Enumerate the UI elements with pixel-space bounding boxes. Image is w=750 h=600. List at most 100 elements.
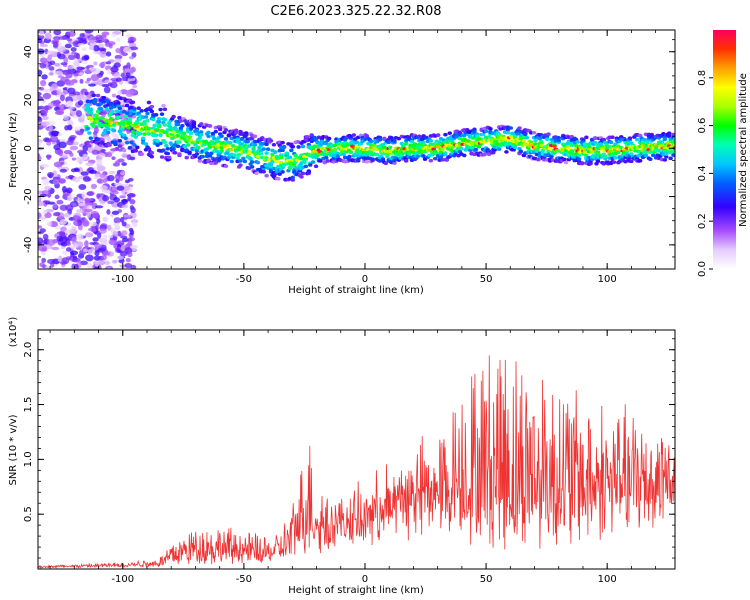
- heatmap-cell: [188, 131, 194, 136]
- heatmap-cell: [93, 126, 99, 134]
- heatmap-cell: [584, 135, 589, 140]
- heatmap-cell: [392, 139, 397, 143]
- heatmap-cell: [88, 83, 96, 87]
- heatmap-cell: [278, 155, 284, 160]
- heatmap-cell: [127, 89, 137, 94]
- heatmap-cell: [103, 178, 108, 184]
- heatmap-cell: [85, 140, 91, 145]
- heatmap-cell: [171, 114, 176, 119]
- heatmap-cell: [303, 156, 309, 161]
- heatmap-cell: [39, 30, 45, 37]
- heatmap-cell: [38, 196, 42, 202]
- heatmap-cell: [156, 119, 162, 124]
- x-tick-label: -100: [111, 574, 134, 585]
- heatmap-cell: [68, 30, 76, 37]
- heatmap-cell: [56, 80, 65, 87]
- heatmap-cell: [171, 130, 177, 135]
- colorbar-tick-label: 0.8: [697, 70, 708, 86]
- heatmap-cell: [364, 159, 370, 164]
- heatmap-cell: [125, 72, 131, 77]
- heatmap-cell: [48, 125, 53, 132]
- heatmap-cell: [107, 200, 115, 205]
- heatmap-cell: [82, 248, 88, 253]
- heatmap-cell: [115, 160, 121, 165]
- heatmap-cell: [206, 134, 211, 139]
- heatmap-cell: [417, 134, 422, 139]
- heatmap-cell: [88, 136, 94, 140]
- heatmap-cell: [332, 143, 338, 148]
- x-tick-label: 50: [480, 574, 493, 585]
- heatmap-cell: [116, 101, 121, 105]
- heatmap-cell: [473, 147, 479, 152]
- heatmap-cell: [573, 143, 579, 148]
- heatmap-cell: [194, 128, 200, 133]
- heatmap-cell: [70, 47, 77, 52]
- heatmap-cell: [223, 137, 229, 141]
- snr-y-multiplier: (x10⁴): [8, 317, 19, 348]
- heatmap-cell: [422, 157, 428, 161]
- heatmap-cell: [114, 173, 121, 180]
- heatmap-cell: [100, 140, 105, 145]
- heatmap-cell: [146, 126, 152, 131]
- heatmap-cell: [440, 147, 445, 152]
- heatmap-cell: [123, 114, 128, 119]
- heatmap-cell: [294, 158, 300, 162]
- heatmap-cell: [254, 171, 259, 176]
- heatmap-cell: [556, 135, 561, 140]
- heatmap-cell: [515, 131, 521, 136]
- heatmap-cell: [103, 260, 111, 265]
- heatmap-cell: [528, 142, 534, 147]
- heatmap-cell: [249, 165, 255, 169]
- heatmap-cell: [67, 65, 74, 70]
- heatmap-cell: [65, 247, 72, 252]
- heatmap-cell: [128, 80, 137, 85]
- heatmap-cell: [92, 237, 99, 242]
- heatmap-cell: [313, 137, 319, 142]
- heatmap-cell: [131, 221, 138, 228]
- heatmap-cell: [127, 120, 133, 125]
- heatmap-cell: [177, 152, 182, 156]
- heatmap-cell: [264, 151, 269, 155]
- heatmap-cell: [60, 242, 68, 247]
- heatmap-cell: [44, 185, 52, 191]
- snr-frame: [37, 329, 676, 570]
- heatmap-cell: [89, 67, 97, 73]
- heatmap-cell: [335, 154, 341, 159]
- heatmap-cell: [146, 147, 152, 151]
- heatmap-cell: [435, 133, 441, 137]
- heatmap-cell: [117, 209, 123, 213]
- heatmap-cell: [81, 59, 88, 65]
- heatmap-cell: [146, 132, 152, 136]
- heatmap-cell: [588, 161, 593, 166]
- heatmap-cell: [251, 146, 256, 150]
- heatmap-cell: [66, 241, 71, 246]
- heatmap-cell: [199, 133, 204, 137]
- heatmap-cell: [158, 133, 163, 138]
- heatmap-cell: [59, 168, 68, 173]
- heatmap-cell: [102, 195, 110, 202]
- heatmap-cell: [58, 141, 67, 149]
- heatmap-cell: [152, 123, 157, 128]
- heatmap-cell: [52, 176, 61, 180]
- heatmap-cell: [318, 159, 323, 163]
- heatmap-cell: [374, 152, 380, 157]
- heatmap-cell: [645, 140, 650, 145]
- spectrogram-x-label: Height of straight line (km): [288, 285, 424, 296]
- heatmap-cell: [71, 257, 81, 263]
- heatmap-cell: [143, 142, 149, 146]
- heatmap-cell: [86, 191, 94, 196]
- heatmap-cell: [392, 161, 397, 165]
- heatmap-cell: [117, 106, 123, 111]
- heatmap-cell: [40, 163, 50, 168]
- heatmap-cell: [483, 129, 489, 134]
- heatmap-cell: [480, 132, 486, 137]
- heatmap-cell: [385, 152, 390, 157]
- heatmap-cell: [38, 37, 43, 44]
- heatmap-cell: [59, 104, 65, 109]
- heatmap-cell: [107, 143, 112, 147]
- heatmap-cell: [187, 150, 192, 155]
- heatmap-cell: [134, 125, 140, 129]
- heatmap-cell: [75, 130, 83, 135]
- heatmap-cell: [88, 227, 97, 232]
- heatmap-cell: [94, 205, 104, 209]
